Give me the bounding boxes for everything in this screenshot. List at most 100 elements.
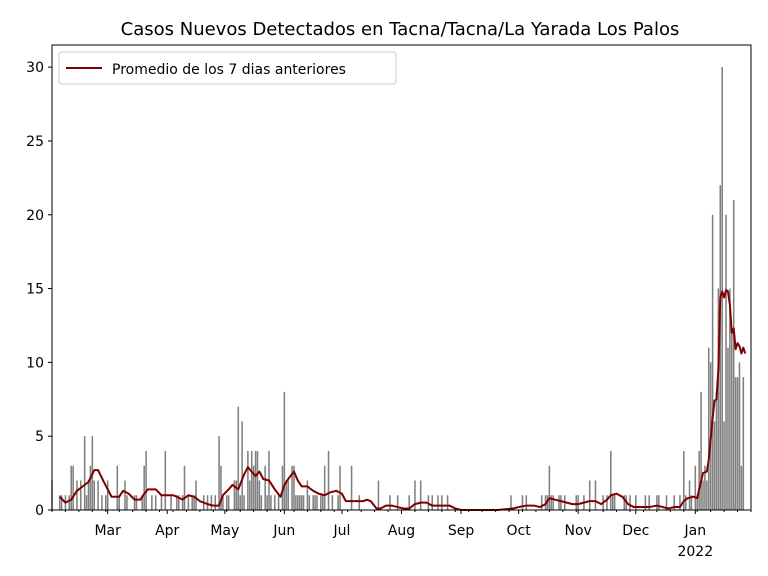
case-bar: [623, 495, 626, 510]
case-bar: [151, 495, 153, 510]
case-bar: [327, 450, 330, 510]
case-bar: [606, 495, 608, 510]
case-bar: [700, 391, 702, 510]
case-bar: [658, 495, 660, 510]
case-bar: [323, 465, 326, 510]
case-bar: [446, 495, 449, 510]
case-bar: [141, 495, 144, 510]
case-bar: [227, 495, 230, 510]
case-bar: [740, 465, 743, 510]
case-bar: [715, 391, 718, 510]
case-bar: [396, 495, 399, 510]
x-tick-label: Oct: [507, 523, 532, 539]
case-bar: [525, 495, 528, 510]
case-bar: [635, 495, 637, 510]
case-bar: [706, 480, 708, 510]
case-bar: [306, 480, 309, 510]
case-bar: [552, 495, 554, 510]
case-bar: [177, 495, 180, 510]
case-bar: [339, 465, 341, 510]
case-bar: [719, 185, 722, 511]
case-bar: [707, 347, 710, 510]
case-bar: [337, 495, 339, 510]
case-bar: [256, 450, 259, 510]
case-bar: [725, 214, 727, 510]
case-bar: [673, 495, 675, 510]
case-bar: [732, 200, 735, 510]
y-tick-label: 10: [26, 355, 44, 371]
case-bar: [308, 495, 311, 510]
case-bar: [704, 465, 706, 510]
x-tick-label: Jul: [333, 523, 351, 539]
case-bar: [594, 480, 597, 510]
case-bar: [736, 377, 739, 510]
case-bar: [283, 391, 286, 510]
case-bar: [510, 495, 512, 510]
case-bar: [320, 495, 322, 510]
case-bar: [408, 495, 410, 510]
bars-layer: [51, 67, 745, 511]
average-line: [58, 289, 747, 511]
y-tick-label: 15: [26, 282, 44, 298]
case-bar: [717, 288, 720, 510]
case-bar: [135, 495, 138, 510]
case-bar: [679, 495, 681, 510]
case-bar: [93, 480, 96, 510]
case-bar: [80, 480, 82, 510]
case-bar: [629, 495, 631, 510]
case-bar: [656, 495, 658, 510]
y-axis: 0 5 10 15 20 25 30: [26, 60, 52, 519]
case-bar: [252, 465, 255, 510]
case-bar: [181, 495, 184, 510]
x-tick-label: May: [210, 523, 239, 539]
case-bar: [210, 495, 213, 510]
case-bar: [644, 495, 647, 510]
case-bar: [277, 495, 280, 510]
case-bar: [558, 495, 560, 510]
case-bar: [249, 480, 251, 510]
case-bar: [126, 495, 128, 510]
case-bar: [187, 495, 190, 510]
x-tick-sublabel: 2022: [677, 544, 713, 560]
case-bar: [441, 495, 443, 510]
case-bar: [613, 495, 616, 510]
case-bar: [297, 495, 299, 510]
case-bar: [316, 495, 318, 510]
case-bar: [577, 495, 579, 510]
case-bar: [243, 495, 245, 510]
case-bar: [145, 450, 147, 510]
case-bar: [331, 495, 334, 510]
case-bar: [247, 450, 249, 510]
case-bar: [239, 495, 241, 510]
case-bar: [575, 495, 578, 510]
case-bar: [85, 495, 88, 510]
case-bar: [314, 495, 316, 510]
y-tick-label: 25: [26, 134, 44, 150]
y-tick-label: 0: [35, 503, 44, 519]
case-bar: [322, 495, 324, 510]
case-bar: [742, 377, 745, 510]
case-bar: [273, 495, 276, 510]
case-bar: [124, 480, 126, 510]
case-bar: [389, 495, 391, 510]
case-bar: [731, 332, 733, 510]
y-tick-label: 30: [26, 60, 44, 76]
case-bar: [214, 495, 216, 510]
x-tick-label: Apr: [155, 523, 179, 539]
legend: Promedio de los 7 dias anteriores: [58, 51, 397, 85]
case-bar: [548, 465, 551, 510]
case-bar: [106, 480, 109, 510]
case-bar: [222, 495, 224, 510]
case-bar: [254, 450, 257, 510]
case-bar: [105, 495, 107, 510]
legend-box: [58, 51, 397, 85]
case-bar: [266, 495, 268, 510]
case-bar: [437, 495, 439, 510]
case-bar: [688, 480, 691, 510]
case-bar: [729, 288, 731, 510]
case-bar: [293, 465, 295, 510]
case-bar: [377, 480, 380, 510]
x-tick-label: Aug: [388, 523, 415, 539]
plot-frame: [51, 44, 752, 511]
case-bar: [220, 465, 222, 510]
